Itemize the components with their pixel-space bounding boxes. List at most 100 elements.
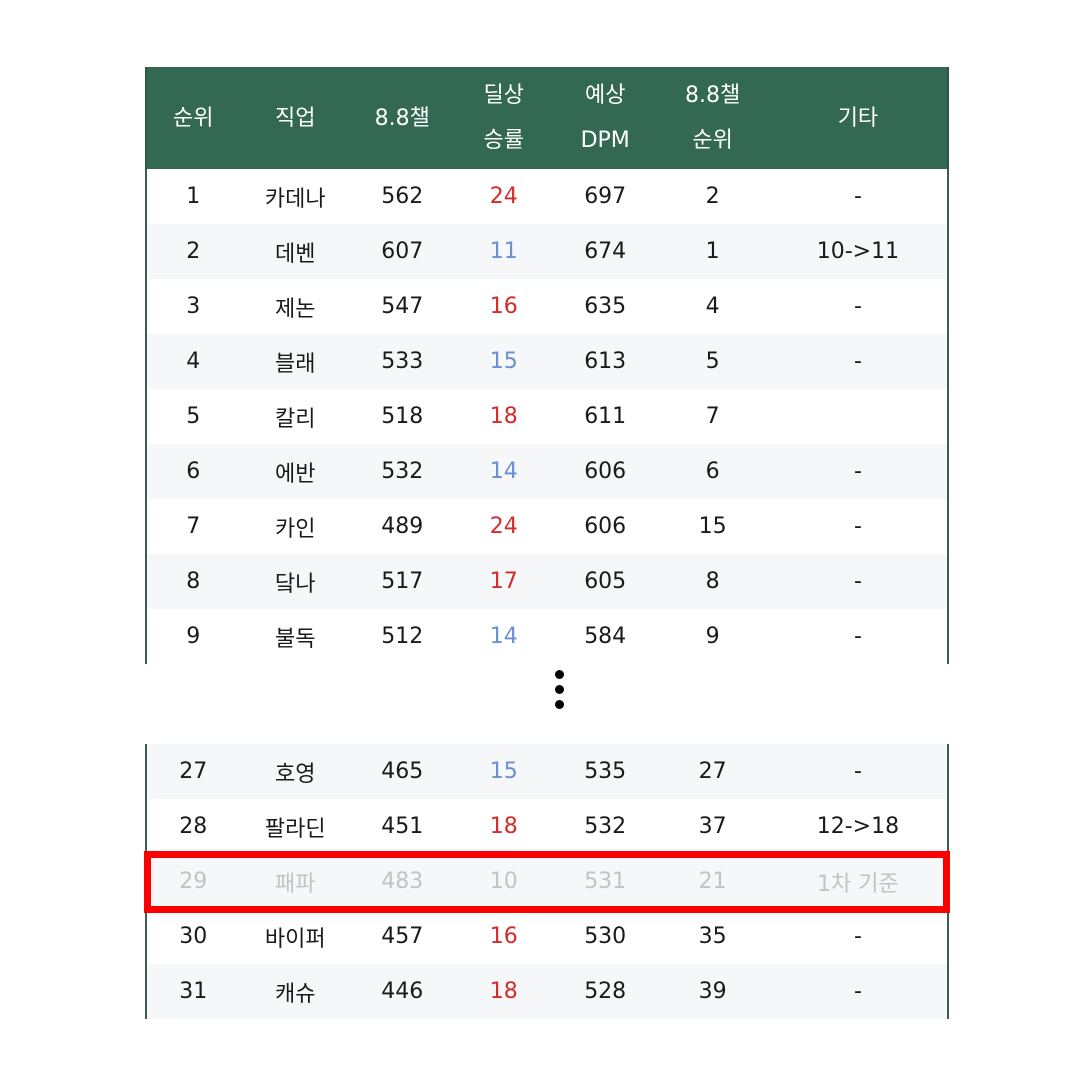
cell-win-rate: 14 <box>489 624 518 649</box>
cell-etc: 12->18 <box>816 814 900 839</box>
cell-challenge-rank: 6 <box>705 459 720 484</box>
cell-challenge-rank: 15 <box>698 514 727 539</box>
cell-dpm: 605 <box>584 569 627 594</box>
table-row: 27 호영 465 15 535 27 - <box>145 744 949 799</box>
cell-job: 블래 <box>275 351 316 377</box>
table-row: 5 칼리 518 18 611 7 <box>145 389 949 444</box>
cell-etc: - <box>853 349 862 374</box>
cell-challenge: 547 <box>381 294 424 319</box>
cell-etc: - <box>853 979 862 1004</box>
cell-rank: 1 <box>186 184 201 209</box>
cell-etc: - <box>853 184 862 209</box>
cell-challenge: 517 <box>381 569 424 594</box>
cell-dpm: 611 <box>584 404 627 429</box>
cell-challenge-rank: 35 <box>698 924 727 949</box>
cell-etc: - <box>853 624 862 649</box>
cell-challenge-rank: 37 <box>698 814 727 839</box>
cell-challenge-rank: 9 <box>705 624 720 649</box>
cell-job: 바이퍼 <box>264 926 326 952</box>
cell-win-rate: 14 <box>489 459 518 484</box>
cell-rank: 2 <box>186 239 201 264</box>
cell-job: 호영 <box>275 761 316 787</box>
cell-challenge-rank: 8 <box>705 569 720 594</box>
cell-win-rate: 16 <box>489 924 518 949</box>
cell-job: 데벤 <box>275 241 316 267</box>
cell-dpm: 535 <box>584 759 627 784</box>
cell-job: 카데나 <box>264 186 326 212</box>
cell-dpm: 606 <box>584 514 627 539</box>
cell-rank: 5 <box>186 404 201 429</box>
header-job: 직업 <box>275 105 316 131</box>
cell-job: 팔라딘 <box>264 816 326 842</box>
cell-etc: 10->11 <box>816 239 900 264</box>
table-row: 8 닼나 517 17 605 8 - <box>145 554 949 609</box>
cell-etc: 1차 기준 <box>817 871 899 897</box>
table-row: 3 제논 547 16 635 4 - <box>145 279 949 334</box>
cell-challenge-rank: 4 <box>705 294 720 319</box>
cell-win-rate: 24 <box>489 514 518 539</box>
cell-rank: 31 <box>179 979 208 1004</box>
cell-win-rate: 16 <box>489 294 518 319</box>
header-dpm: 예상 DPM <box>580 83 630 153</box>
table-row: 2 데벤 607 11 674 1 10->11 <box>145 224 949 279</box>
header-rank: 순위 <box>173 105 214 131</box>
table-row: 7 카인 489 24 606 15 - <box>145 499 949 554</box>
cell-dpm: 613 <box>584 349 627 374</box>
cell-challenge: 533 <box>381 349 424 374</box>
cell-etc: - <box>853 514 862 539</box>
cell-job: 칼리 <box>275 406 316 432</box>
highlight-box <box>144 851 950 913</box>
cell-rank: 8 <box>186 569 201 594</box>
cell-win-rate: 18 <box>489 404 518 429</box>
vertical-ellipsis-icon <box>553 670 565 710</box>
cell-etc: - <box>853 924 862 949</box>
cell-challenge: 562 <box>381 184 424 209</box>
header-challenge-rank: 8.8챌 순위 <box>685 83 741 153</box>
cell-dpm: 532 <box>584 814 627 839</box>
table-header: 순위 직업 8.8챌 딜상 승률 예상 DPM 8.8챌 순위 기타 <box>145 67 949 169</box>
cell-rank: 9 <box>186 624 201 649</box>
cell-dpm: 584 <box>584 624 627 649</box>
cell-rank: 29 <box>179 869 208 894</box>
cell-dpm: 531 <box>584 869 627 894</box>
cell-challenge: 483 <box>381 869 424 894</box>
table-row: 30 바이퍼 457 16 530 35 - <box>145 909 949 964</box>
cell-win-rate: 17 <box>489 569 518 594</box>
cell-job: 닼나 <box>275 571 316 597</box>
cell-job: 패파 <box>275 871 316 897</box>
header-win-rate: 딜상 승률 <box>483 83 524 153</box>
cell-challenge: 532 <box>381 459 424 484</box>
cell-etc: - <box>853 569 862 594</box>
cell-win-rate: 15 <box>489 759 518 784</box>
cell-challenge-rank: 21 <box>698 869 727 894</box>
cell-challenge-rank: 7 <box>705 404 720 429</box>
cell-dpm: 606 <box>584 459 627 484</box>
cell-challenge-rank: 39 <box>698 979 727 1004</box>
cell-challenge: 451 <box>381 814 424 839</box>
cell-challenge: 512 <box>381 624 424 649</box>
cell-challenge: 607 <box>381 239 424 264</box>
cell-etc: - <box>853 759 862 784</box>
cell-win-rate: 11 <box>489 239 518 264</box>
cell-challenge: 465 <box>381 759 424 784</box>
cell-win-rate: 18 <box>489 979 518 1004</box>
cell-job: 불독 <box>275 626 316 652</box>
cell-win-rate: 18 <box>489 814 518 839</box>
cell-etc: - <box>853 294 862 319</box>
cell-job: 카인 <box>275 516 316 542</box>
table-row: 28 팔라딘 451 18 532 37 12->18 <box>145 799 949 854</box>
cell-rank: 28 <box>179 814 208 839</box>
cell-job: 에반 <box>275 461 316 487</box>
cell-challenge-rank: 5 <box>705 349 720 374</box>
cell-challenge-rank: 2 <box>705 184 720 209</box>
cell-rank: 4 <box>186 349 201 374</box>
cell-challenge: 457 <box>381 924 424 949</box>
cell-dpm: 530 <box>584 924 627 949</box>
ranking-table-bottom: 27 호영 465 15 535 27 - 28 팔라딘 451 18 532 37 12->18 29 패파… <box>145 744 949 1019</box>
cell-challenge: 446 <box>381 979 424 1004</box>
header-etc: 기타 <box>837 105 879 131</box>
table-row: 29 패파 483 10 531 21 1차 기준 <box>145 854 949 909</box>
cell-rank: 27 <box>179 759 208 784</box>
table-row: 9 불독 512 14 584 9 - <box>145 609 949 664</box>
cell-rank: 7 <box>186 514 201 539</box>
